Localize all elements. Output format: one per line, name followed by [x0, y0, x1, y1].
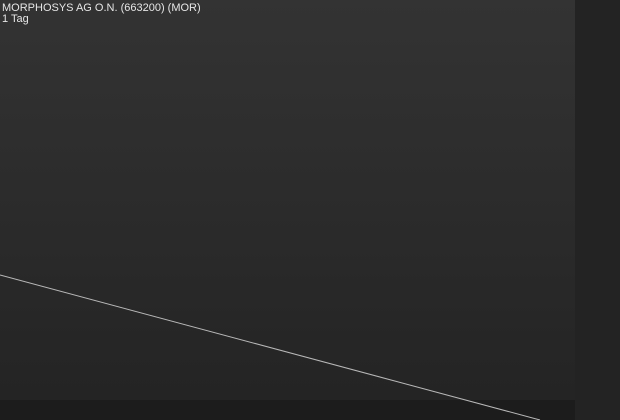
plot-background — [0, 0, 575, 400]
chart-title: MORPHOSYS AG O.N. (663200) (MOR) — [2, 2, 201, 14]
trend-line — [0, 274, 541, 420]
chart-subtitle: 1 Tag — [2, 13, 29, 25]
x-axis-background — [0, 400, 575, 420]
axis-background — [575, 0, 620, 420]
